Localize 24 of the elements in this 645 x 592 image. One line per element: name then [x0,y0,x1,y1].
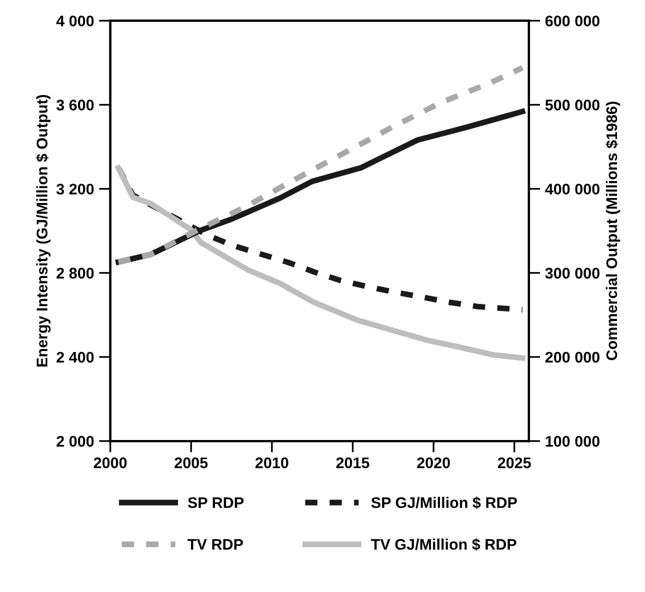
y-tick-label: 3 600 [56,100,94,110]
y2-tick-label: 300 000 [545,268,600,279]
y-tick-label: 2 000 [56,436,94,447]
x-tick-label: 2025 [498,457,531,468]
y-tick-label: 2 400 [56,352,94,363]
x-tick-label: 2015 [336,457,370,468]
y2-axis-title: Commercial Output (Millions $1986) [606,102,620,360]
legend-label: TV GJ/Million $ RDP [371,538,516,551]
y-tick-label: 2 800 [56,268,94,279]
y-tick-label: 4 000 [56,16,94,26]
x-tick-label: 2010 [255,457,288,468]
y2-tick-label: 400 000 [545,184,600,195]
x-tick-label: 2020 [417,457,450,468]
y2-tick-label: 500 000 [545,100,600,110]
x-tick-label: 2000 [94,457,127,468]
y2-tick-label: 200 000 [545,352,600,363]
legend-label: TV RDP [188,539,243,550]
x-tick-label: 2005 [174,457,208,468]
y2-tick-label: 100 000 [546,436,600,447]
legend-label: SP GJ/Million $ RDP [371,496,517,510]
y-axis-title: Energy Intensity (GJ/Million $ Output) [36,94,51,367]
y2-tick-label: 600 000 [545,16,600,26]
y-tick-label: 3 200 [56,184,94,195]
legend-label: SP RDP [188,497,244,508]
